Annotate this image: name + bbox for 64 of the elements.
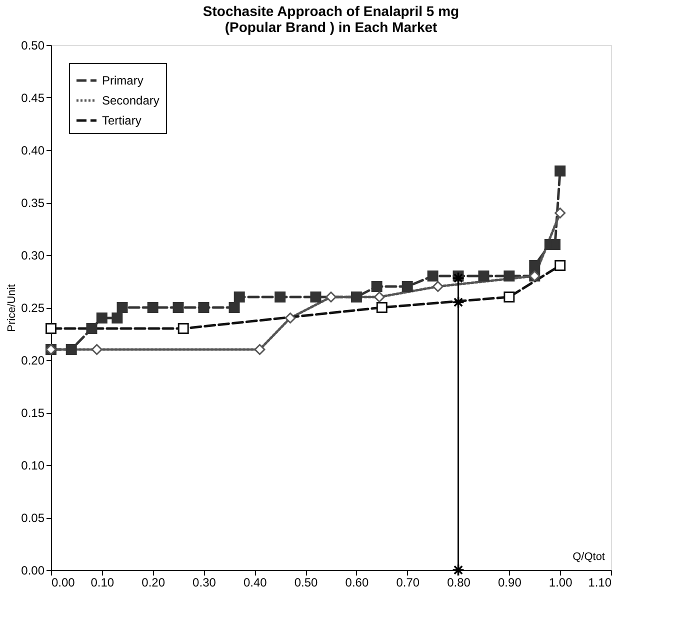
y-tick-label: 0.40 <box>21 144 45 158</box>
legend-label: Tertiary <box>102 114 142 128</box>
point <box>350 292 362 302</box>
point <box>374 292 385 302</box>
point <box>86 323 98 334</box>
point <box>46 323 56 334</box>
x-axis-title: Q/Qtot <box>572 551 605 563</box>
point <box>376 302 388 313</box>
x-tick-label: 1.00 <box>548 576 573 590</box>
point <box>427 270 438 282</box>
y-axis-title: Price/Unit <box>6 284 18 332</box>
point <box>452 296 465 309</box>
point <box>554 208 566 218</box>
point <box>504 270 515 282</box>
point <box>402 281 413 292</box>
point <box>112 312 123 324</box>
point <box>326 292 336 302</box>
point <box>554 166 566 176</box>
point <box>228 302 240 313</box>
point <box>234 292 245 302</box>
y-tick-label: 0.35 <box>21 196 45 210</box>
point <box>452 564 465 576</box>
chart-title: Stochasite Approach of Enalapril 5 mg (Popular Brand ) in Each Market <box>202 3 460 35</box>
point <box>284 312 296 324</box>
point <box>274 292 286 302</box>
point <box>66 344 77 355</box>
y-tick-label: 0.20 <box>21 354 45 368</box>
y-tick-label: 0.05 <box>21 511 45 525</box>
point <box>504 292 515 302</box>
point <box>116 302 128 313</box>
x-tick-label: 0.30 <box>192 576 216 590</box>
legend-label: Secondary <box>102 94 160 108</box>
point <box>198 302 210 313</box>
y-tick-label: 0.25 <box>21 301 45 315</box>
x-tick-label: 1.10 <box>588 576 612 590</box>
x-tick-label: 0.10 <box>90 576 114 590</box>
point <box>147 302 158 313</box>
x-tick-label: 0.70 <box>396 576 420 590</box>
x-tick-label: 0.80 <box>447 576 471 590</box>
y-tick-label: 0.30 <box>21 248 45 262</box>
point <box>254 344 266 355</box>
y-tick-label: 0.10 <box>21 458 45 472</box>
point <box>554 260 566 271</box>
point <box>478 270 490 282</box>
point <box>91 344 102 355</box>
y-tick-label: 0.45 <box>21 91 45 105</box>
point <box>310 292 322 302</box>
x-tick-label: 0.60 <box>345 576 369 590</box>
point <box>371 281 382 292</box>
point <box>172 302 184 313</box>
y-tick-label: 0.15 <box>21 406 45 420</box>
legend-label: Primary <box>102 74 144 88</box>
point <box>96 312 108 324</box>
point <box>178 323 189 334</box>
x-tick-label: 0.00 <box>52 576 76 590</box>
x-tick-label: 0.90 <box>498 576 522 590</box>
x-tick-label: 0.50 <box>294 576 318 590</box>
point <box>529 260 540 271</box>
y-tick-label: 0.00 <box>21 564 45 578</box>
x-tick-label: 0.40 <box>243 576 268 590</box>
y-tick-label: 0.50 <box>21 38 45 52</box>
x-tick-label: 0.20 <box>142 576 166 590</box>
point <box>432 281 444 292</box>
point <box>452 272 465 284</box>
